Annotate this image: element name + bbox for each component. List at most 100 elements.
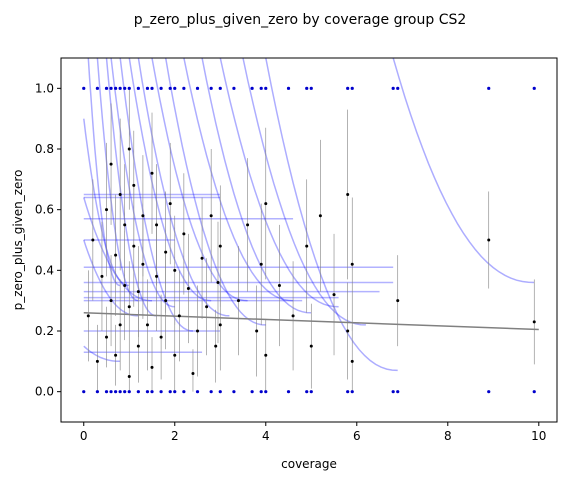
x-tick-label: 2 bbox=[171, 429, 179, 443]
data-point bbox=[159, 335, 163, 339]
data-point bbox=[109, 162, 113, 166]
rug-mark bbox=[250, 86, 254, 90]
data-point bbox=[218, 323, 222, 327]
data-point bbox=[346, 193, 350, 196]
x-axis-label: coverage bbox=[281, 457, 337, 471]
rug-mark bbox=[109, 390, 113, 394]
rug-mark bbox=[82, 390, 86, 394]
rug-mark bbox=[168, 390, 172, 394]
data-point bbox=[155, 274, 159, 278]
x-tick-label: 0 bbox=[80, 429, 88, 443]
rug-mark bbox=[218, 86, 222, 90]
rug-mark bbox=[350, 86, 354, 90]
rug-mark bbox=[232, 390, 236, 394]
data-point bbox=[118, 323, 122, 327]
data-point bbox=[305, 244, 309, 248]
fit-curves bbox=[83, 58, 535, 372]
data-point bbox=[155, 223, 159, 227]
rug-mark bbox=[123, 86, 127, 90]
data-point bbox=[150, 365, 154, 369]
rug-mark bbox=[150, 390, 154, 394]
rug-mark bbox=[95, 390, 100, 394]
data-point bbox=[164, 299, 168, 303]
y-axis-ticks: 0.0 0.2 0.4 0.6 0.8 1.0 bbox=[35, 81, 61, 399]
data-point bbox=[205, 305, 209, 309]
data-point bbox=[246, 223, 250, 227]
chart-title: p_zero_plus_given_zero by coverage group… bbox=[134, 12, 467, 28]
data-point bbox=[309, 344, 313, 348]
data-point bbox=[164, 250, 168, 254]
data-point bbox=[127, 147, 131, 151]
rug-mark bbox=[532, 390, 536, 394]
y-tick-label: 1.0 bbox=[35, 81, 54, 95]
data-point bbox=[216, 280, 220, 284]
rug-mark bbox=[104, 86, 109, 90]
rug-mark bbox=[109, 86, 113, 90]
data-point bbox=[532, 320, 536, 324]
rug-mark bbox=[168, 86, 172, 90]
rug-mark bbox=[173, 86, 177, 90]
fit-curve bbox=[242, 58, 366, 326]
rug-mark bbox=[145, 86, 150, 90]
rug-mark bbox=[391, 86, 395, 90]
fit-curve bbox=[151, 58, 248, 302]
rug-mark bbox=[104, 390, 109, 394]
data-point bbox=[114, 353, 118, 357]
rug-mark bbox=[487, 390, 491, 394]
data-point bbox=[86, 314, 90, 318]
x-tick-label: 4 bbox=[262, 429, 270, 443]
rug-mark bbox=[487, 86, 491, 90]
data-point bbox=[132, 183, 136, 187]
data-point bbox=[91, 238, 95, 242]
data-point bbox=[255, 329, 259, 333]
rug-mark bbox=[259, 86, 263, 90]
rug-mark bbox=[218, 390, 222, 394]
rug-mark bbox=[396, 390, 400, 394]
rug-mark bbox=[264, 390, 268, 394]
x-tick-label: 10 bbox=[531, 429, 546, 443]
trend-line bbox=[83, 312, 539, 331]
rug-mark bbox=[127, 390, 131, 394]
rug-mark bbox=[145, 390, 150, 394]
y-tick-label: 0.4 bbox=[35, 263, 54, 277]
data-point bbox=[132, 244, 136, 248]
data-point bbox=[123, 223, 127, 227]
rug-mark bbox=[232, 86, 236, 90]
data-point bbox=[118, 193, 122, 196]
data-point bbox=[127, 375, 131, 378]
fit-curve bbox=[164, 58, 266, 326]
rug-mark bbox=[182, 390, 186, 394]
data-point bbox=[173, 353, 177, 357]
rug-mark bbox=[95, 86, 100, 90]
rug-mark bbox=[264, 86, 268, 90]
data-point bbox=[105, 208, 109, 212]
data-point bbox=[487, 238, 491, 242]
rug-mark bbox=[195, 86, 200, 90]
data-point bbox=[141, 214, 145, 218]
rug-mark bbox=[114, 86, 118, 90]
data-point bbox=[259, 262, 263, 266]
rug-marks bbox=[82, 86, 536, 394]
data-point bbox=[173, 268, 177, 272]
x-tick-label: 6 bbox=[353, 429, 361, 443]
data-point bbox=[264, 202, 268, 206]
data-point bbox=[136, 344, 140, 348]
rug-mark bbox=[209, 390, 213, 394]
rug-mark bbox=[532, 86, 536, 90]
rug-mark bbox=[305, 86, 309, 90]
data-point bbox=[350, 262, 354, 266]
rug-mark bbox=[259, 390, 263, 394]
fit-curve bbox=[96, 58, 139, 302]
rug-mark bbox=[127, 86, 131, 90]
fit-curve bbox=[87, 58, 121, 287]
rug-mark bbox=[173, 390, 177, 394]
rug-mark bbox=[136, 390, 140, 394]
rug-mark bbox=[346, 86, 350, 90]
fit-curve bbox=[83, 345, 121, 363]
data-point bbox=[150, 171, 154, 175]
rug-mark bbox=[350, 390, 354, 394]
data-point bbox=[318, 214, 322, 218]
data-point bbox=[332, 293, 336, 297]
data-point bbox=[136, 290, 140, 294]
